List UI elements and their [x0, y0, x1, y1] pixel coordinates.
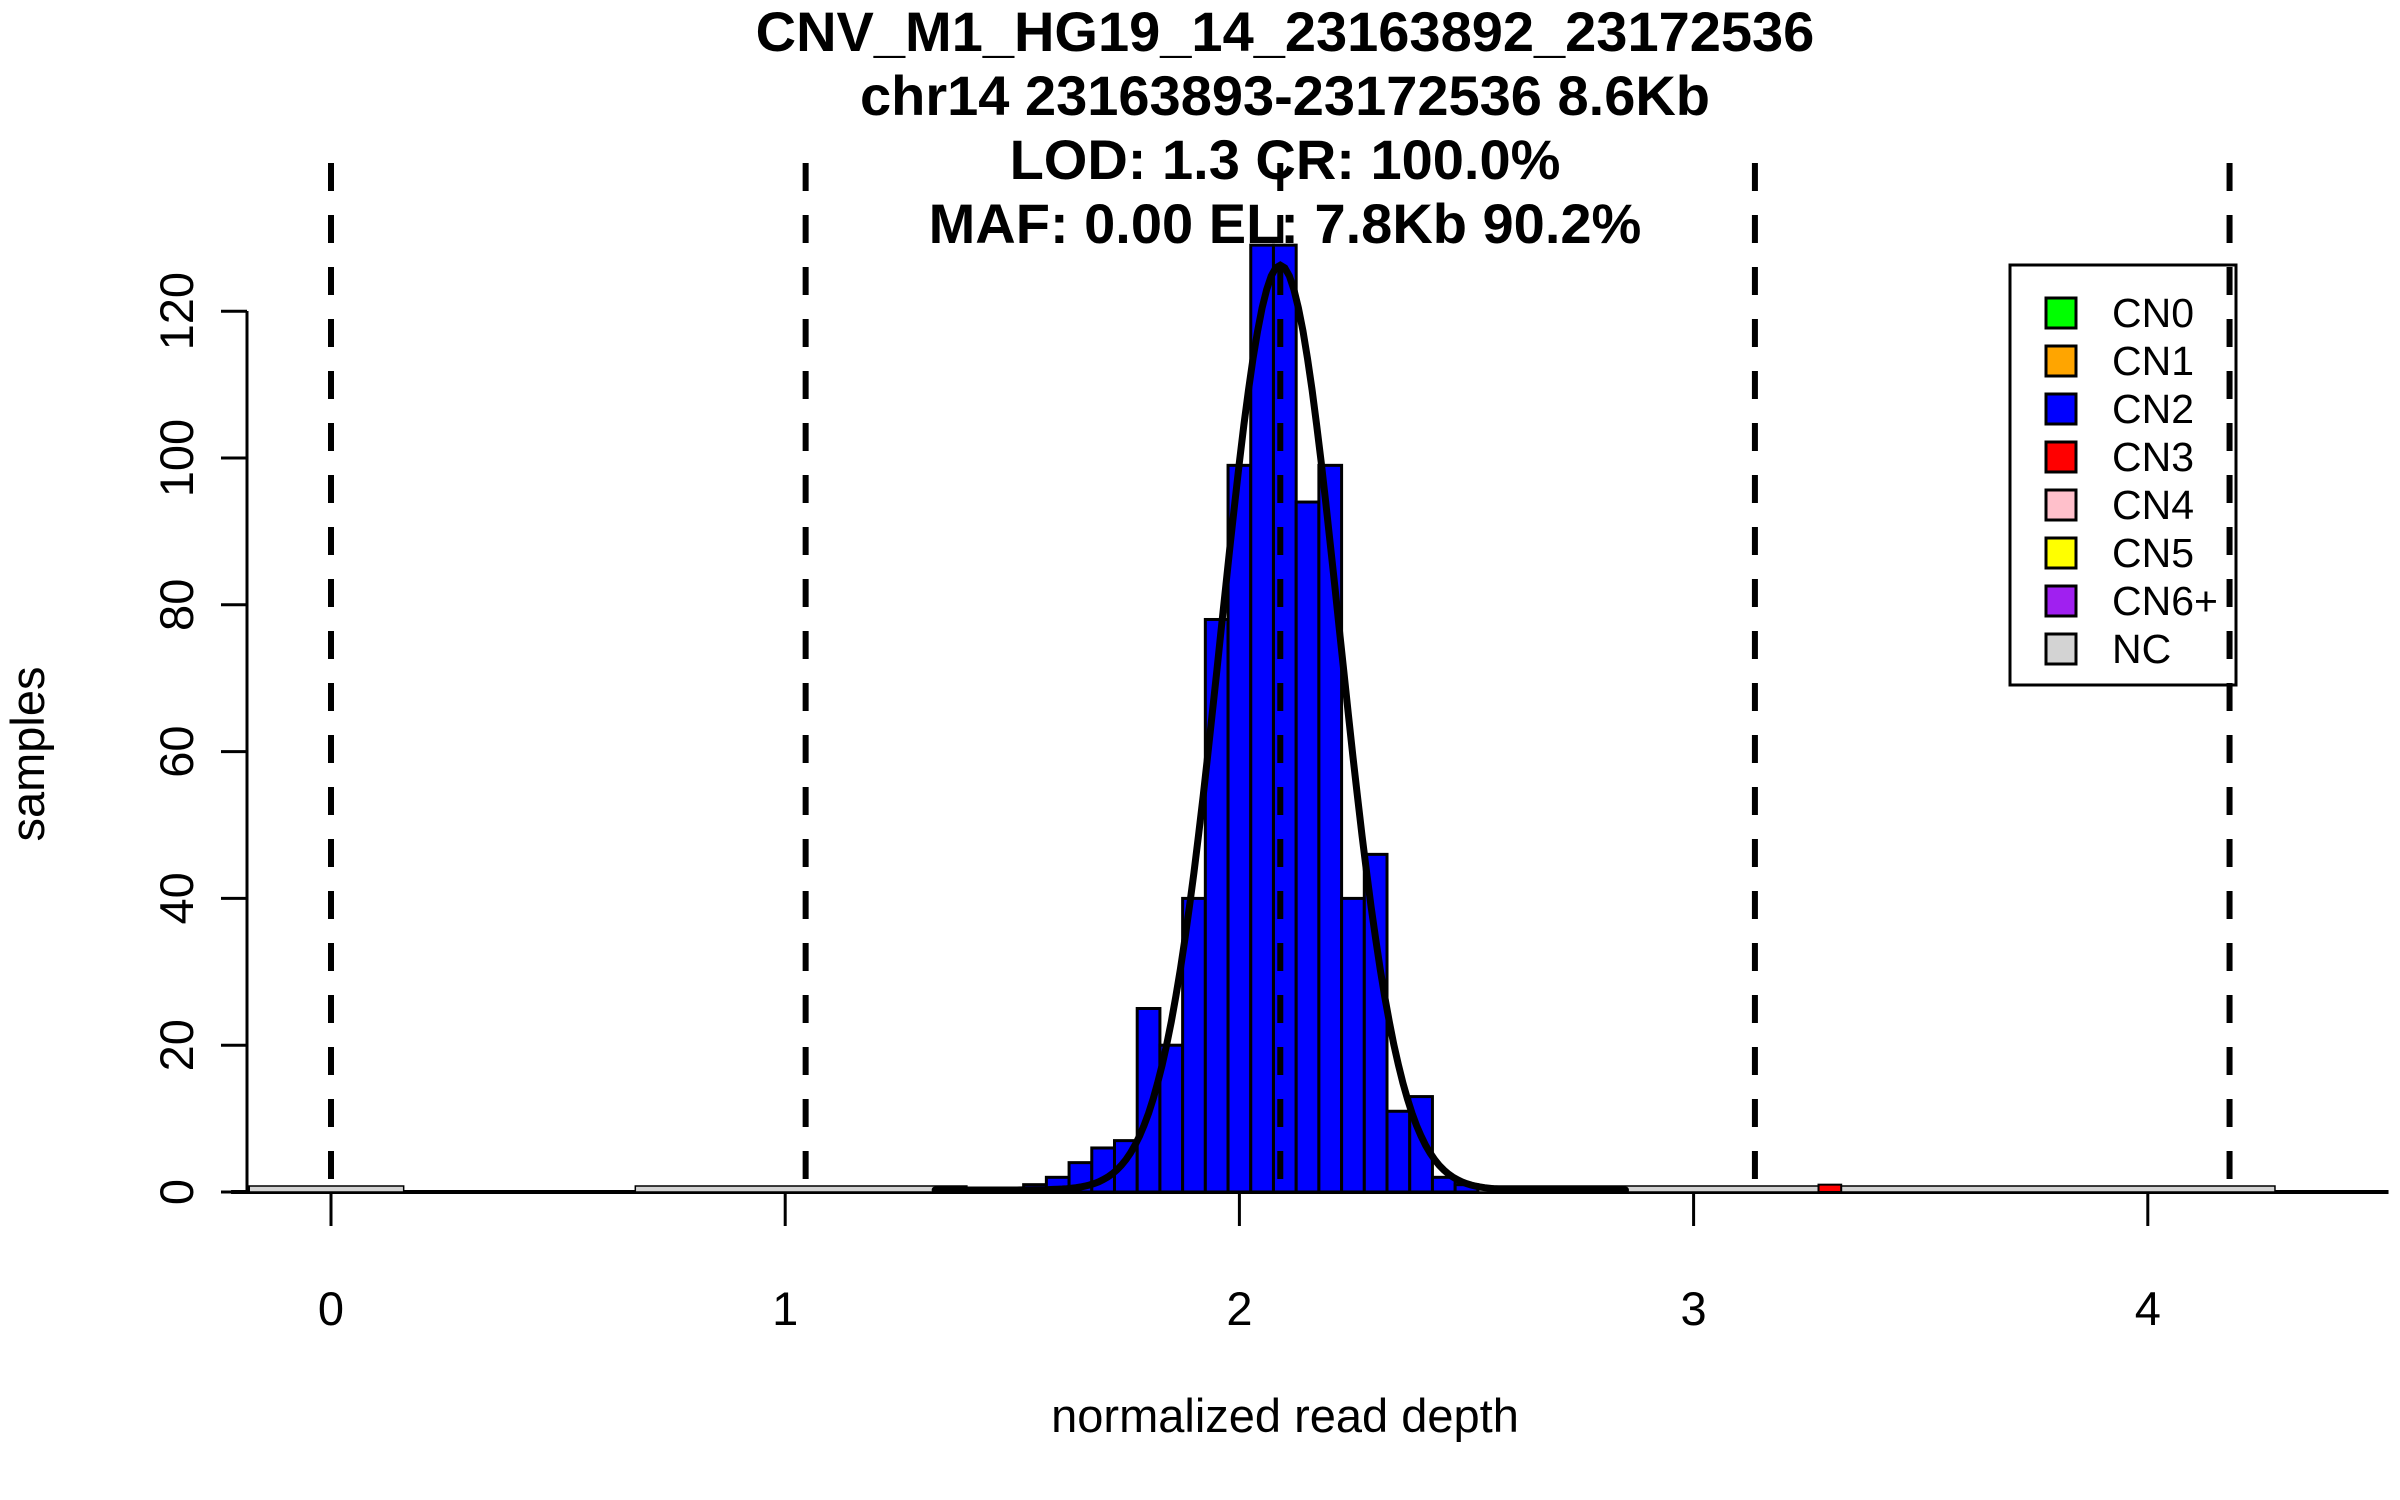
legend-swatch-CN1: [2044, 344, 2078, 378]
chart-title-line-2: chr14 23163893-23172536 8.6Kb: [859, 64, 1710, 127]
histogram-bar: [1203, 617, 1230, 1194]
legend-swatch-CN0: [2044, 296, 2078, 330]
legend-label: CN5: [2112, 530, 2194, 576]
legend-swatch-CN4: [2044, 488, 2078, 522]
y-tick-label: 100: [150, 419, 203, 497]
legend-swatch-CN5: [2044, 536, 2078, 570]
histogram-bar: [1294, 500, 1321, 1194]
y-tick-label: 40: [150, 872, 203, 924]
legend-label: CN6+: [2112, 578, 2218, 624]
x-tick-label: 0: [318, 1282, 344, 1335]
legend-swatch-CN3: [2044, 440, 2078, 474]
y-tick-label: 60: [150, 725, 203, 777]
x-tick-label: 3: [1681, 1282, 1707, 1335]
legend-label: CN4: [2112, 482, 2194, 528]
y-tick-label: 0: [150, 1179, 203, 1205]
x-axis-title: normalized read depth: [1051, 1389, 1519, 1442]
y-tick-label: 120: [150, 272, 203, 350]
x-tick-label: 4: [2135, 1282, 2161, 1335]
nc-bar-segment: [248, 1185, 405, 1193]
legend-swatch-CN2: [2044, 392, 2078, 426]
legend-label: CN0: [2112, 290, 2194, 336]
chart-title-block: CNV_M1_HG19_14_23163892_23172536 chr14 2…: [235, 0, 2335, 256]
cn3-outlier-bar: [1817, 1183, 1843, 1194]
histogram-bar: [1135, 1007, 1162, 1194]
histogram-bar: [1249, 243, 1275, 1194]
legend-label: CN3: [2112, 434, 2194, 480]
histogram-bar: [1317, 463, 1344, 1194]
x-tick-label: 1: [772, 1282, 798, 1335]
legend-label: NC: [2112, 626, 2171, 672]
histogram-bar: [1385, 1109, 1412, 1194]
chart-title-line-1: CNV_M1_HG19_14_23163892_23172536: [755, 0, 1815, 63]
y-tick-label: 80: [150, 579, 203, 631]
fit-curve: [931, 261, 1629, 1194]
chart-title-line-3: LOD: 1.3 CR: 100.0%: [1009, 128, 1561, 191]
legend-label: CN1: [2112, 338, 2194, 384]
nc-bar-segment: [634, 1185, 968, 1193]
y-tick-label: 20: [150, 1019, 203, 1071]
legend-swatch-CN6plus: [2044, 584, 2078, 618]
legend-label: CN2: [2112, 386, 2194, 432]
y-axis-title: samples: [1, 666, 54, 842]
histogram-bar: [1226, 463, 1253, 1194]
histogram-bar: [1340, 896, 1366, 1194]
chart-title-line-4: MAF: 0.00 EL: 7.8Kb 90.2%: [928, 192, 1642, 255]
legend-swatch-NC: [2044, 632, 2078, 666]
x-tick-label: 2: [1226, 1282, 1252, 1335]
histogram-bar: [1271, 243, 1298, 1194]
